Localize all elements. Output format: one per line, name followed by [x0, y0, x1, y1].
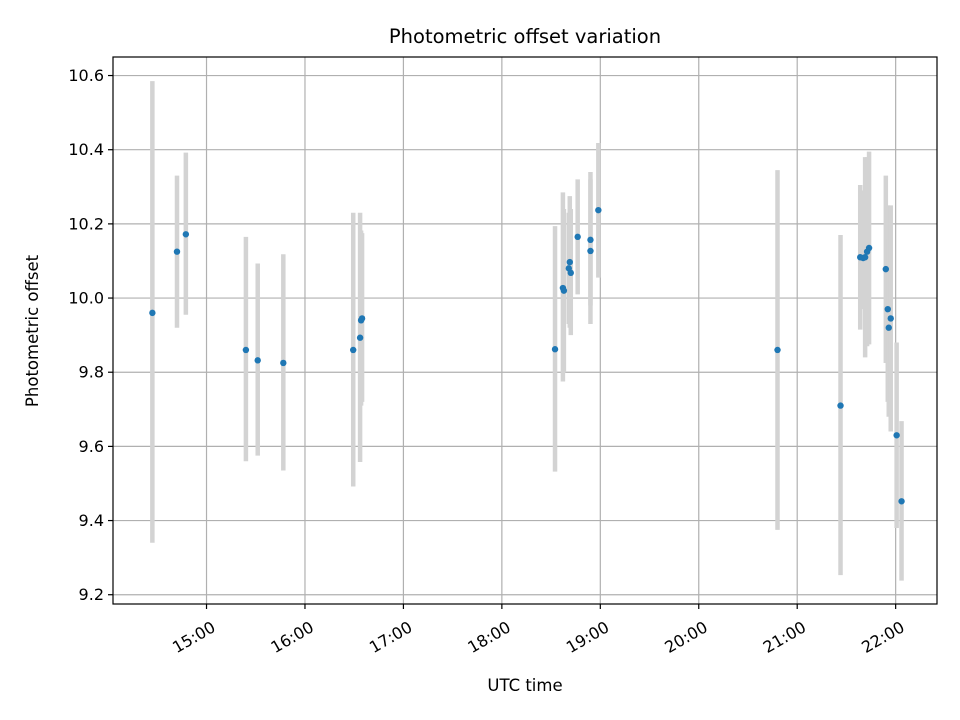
y-tick-label: 10.4: [68, 140, 104, 159]
chart-title: Photometric offset variation: [389, 25, 661, 48]
data-point: [358, 315, 366, 322]
data-point: [182, 231, 190, 238]
data-point: [254, 357, 261, 364]
x-tick-label: 19:00: [563, 617, 612, 657]
x-axis-ticks: 15:00 16:00 17:00 18:00 19:00 20:00 21:00 22:00: [169, 604, 908, 657]
y-tick-label: 10.6: [68, 66, 104, 85]
data-point: [587, 247, 594, 255]
data-point: [242, 346, 250, 354]
data-point: [567, 269, 574, 277]
data-point: [898, 498, 905, 505]
data-points: [149, 206, 905, 505]
data-point: [887, 315, 894, 322]
y-tick-label: 9.8: [79, 363, 104, 382]
data-point: [173, 248, 181, 255]
data-point: [595, 206, 602, 214]
data-point: [587, 236, 594, 244]
x-tick-label: 20:00: [661, 617, 710, 657]
y-tick-label: 10.0: [68, 289, 104, 308]
x-tick-label: 17:00: [366, 617, 415, 657]
data-point: [865, 244, 873, 252]
data-point: [551, 346, 559, 353]
data-point: [350, 346, 357, 354]
grid-lines: [113, 57, 937, 604]
data-point: [837, 402, 844, 409]
x-tick-label: 18:00: [464, 617, 513, 657]
y-tick-label: 9.6: [79, 437, 104, 456]
data-point: [149, 309, 156, 317]
x-axis-label: UTC time: [487, 676, 562, 695]
plot-frame: [112, 56, 938, 605]
data-point: [884, 305, 891, 313]
data-point: [885, 324, 892, 331]
x-tick-label: 15:00: [169, 617, 218, 657]
y-axis-ticks: 9.2 9.4 9.6 9.8 10.0 10.2 10.4 10.6: [68, 66, 113, 604]
data-point: [356, 334, 364, 341]
y-tick-label: 9.4: [79, 511, 104, 530]
y-axis-label: Photometric offset: [23, 254, 42, 407]
error-bars: [150, 81, 904, 581]
data-point: [574, 233, 581, 241]
data-point: [774, 346, 781, 354]
x-tick-label: 22:00: [858, 617, 907, 657]
data-point: [882, 265, 890, 273]
data-point: [560, 287, 568, 294]
data-point: [566, 258, 573, 266]
y-tick-label: 9.2: [79, 585, 104, 604]
data-point: [280, 359, 287, 367]
data-point: [893, 432, 900, 439]
x-tick-label: 21:00: [760, 617, 809, 657]
x-tick-label: 16:00: [268, 617, 317, 657]
y-tick-label: 10.2: [68, 214, 104, 233]
data-point: [861, 254, 869, 261]
